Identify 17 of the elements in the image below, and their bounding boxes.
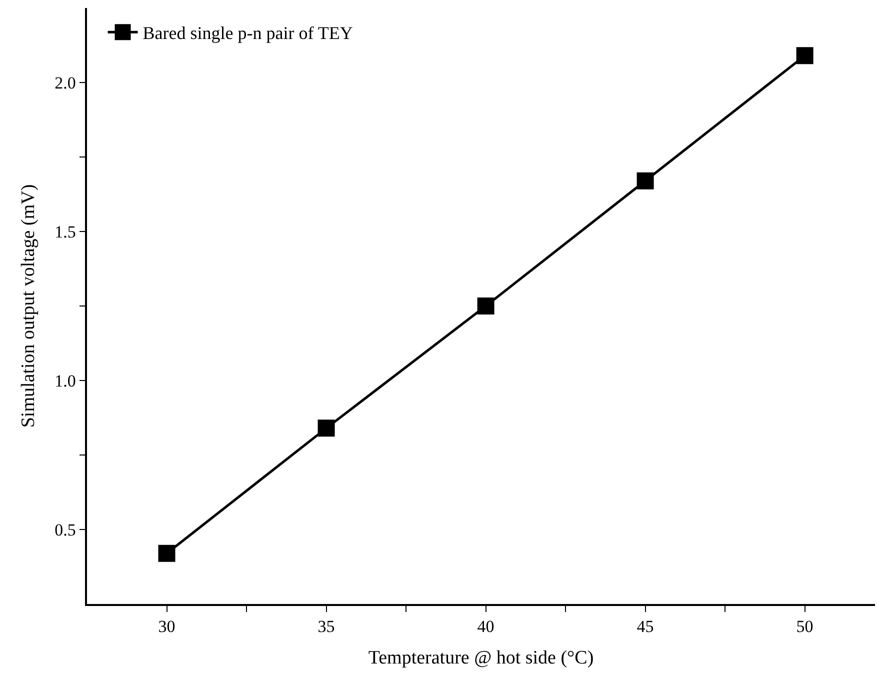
point bbox=[796, 47, 814, 64]
y-tick-label: 1.0 bbox=[54, 371, 76, 390]
x-tick-label: 35 bbox=[318, 617, 335, 636]
x-tick-label: 45 bbox=[636, 617, 654, 636]
y-tick-label: 1.5 bbox=[54, 222, 76, 242]
x-tick-label: 30 bbox=[158, 617, 176, 636]
y-axis-title: Simulation output voltage (mV) bbox=[18, 184, 39, 428]
x-tick-label: 50 bbox=[796, 617, 814, 636]
legend-label: Bared single p-n pair of TEY bbox=[142, 23, 353, 44]
point bbox=[318, 420, 335, 437]
y-tick-label: 0.5 bbox=[54, 520, 76, 540]
x-axis-title: Tempterature @ hot side (°C) bbox=[368, 647, 594, 668]
x-tick-label: 40 bbox=[477, 617, 494, 636]
point bbox=[636, 172, 654, 190]
point bbox=[158, 544, 176, 562]
point bbox=[477, 298, 494, 314]
y-tick-label: 2.0 bbox=[54, 73, 76, 92]
